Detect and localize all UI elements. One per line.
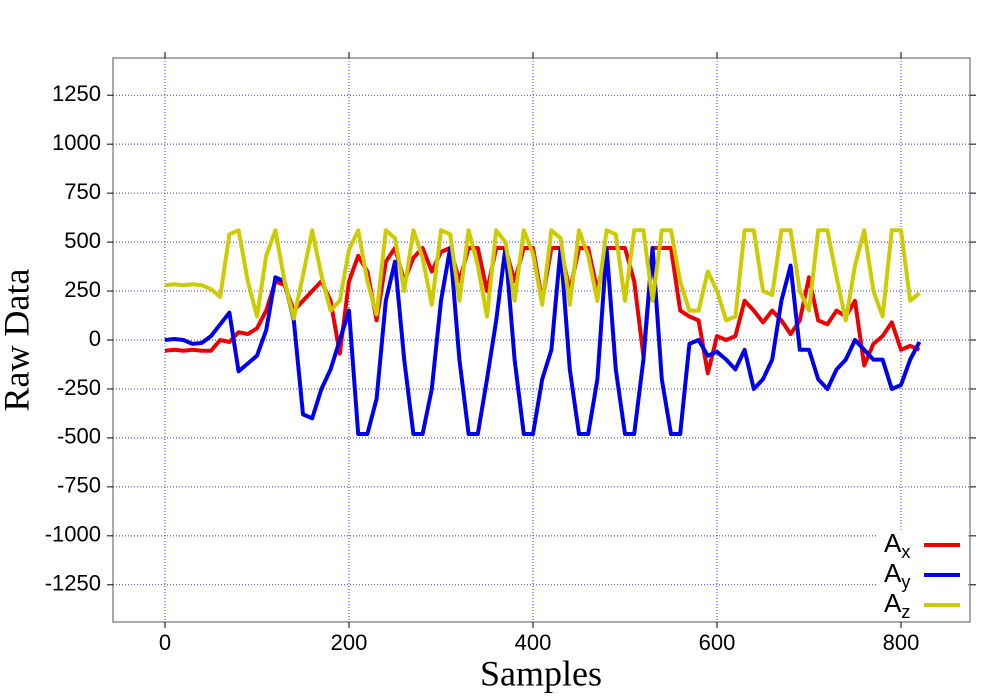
y-axis-label: Raw Data	[0, 269, 36, 412]
legend-label: Ay	[884, 558, 910, 592]
data-line	[164, 228, 921, 323]
y-tick-label: 1250	[52, 81, 101, 106]
y-tick-label: 0	[89, 326, 101, 351]
x-tick-label: 600	[699, 630, 736, 655]
plot-area	[113, 58, 970, 622]
x-tick-label: 400	[515, 630, 552, 655]
y-tick-label: -250	[57, 375, 101, 400]
y-tick-label: -1250	[45, 571, 101, 596]
y-tick-label: 750	[64, 179, 101, 204]
y-tick-label: -750	[57, 473, 101, 498]
x-tick-label: 800	[883, 630, 920, 655]
y-tick-label: 250	[64, 277, 101, 302]
x-axis-label: Samples	[480, 653, 602, 693]
legend-label: Az	[884, 588, 910, 622]
y-tick-label: 1000	[52, 130, 101, 155]
y-tick-label: -1000	[45, 522, 101, 547]
ticks: 0 200 400 600 800 -1250 -1000 -750 -500 -250 0 250 5…	[45, 52, 976, 655]
x-tick-label: 200	[331, 630, 368, 655]
grid	[113, 58, 970, 622]
y-tick-label: 500	[64, 228, 101, 253]
x-tick-label: 0	[159, 630, 171, 655]
legend-label: Ax	[884, 528, 910, 562]
y-tick-label: -500	[57, 424, 101, 449]
lines	[164, 228, 922, 436]
